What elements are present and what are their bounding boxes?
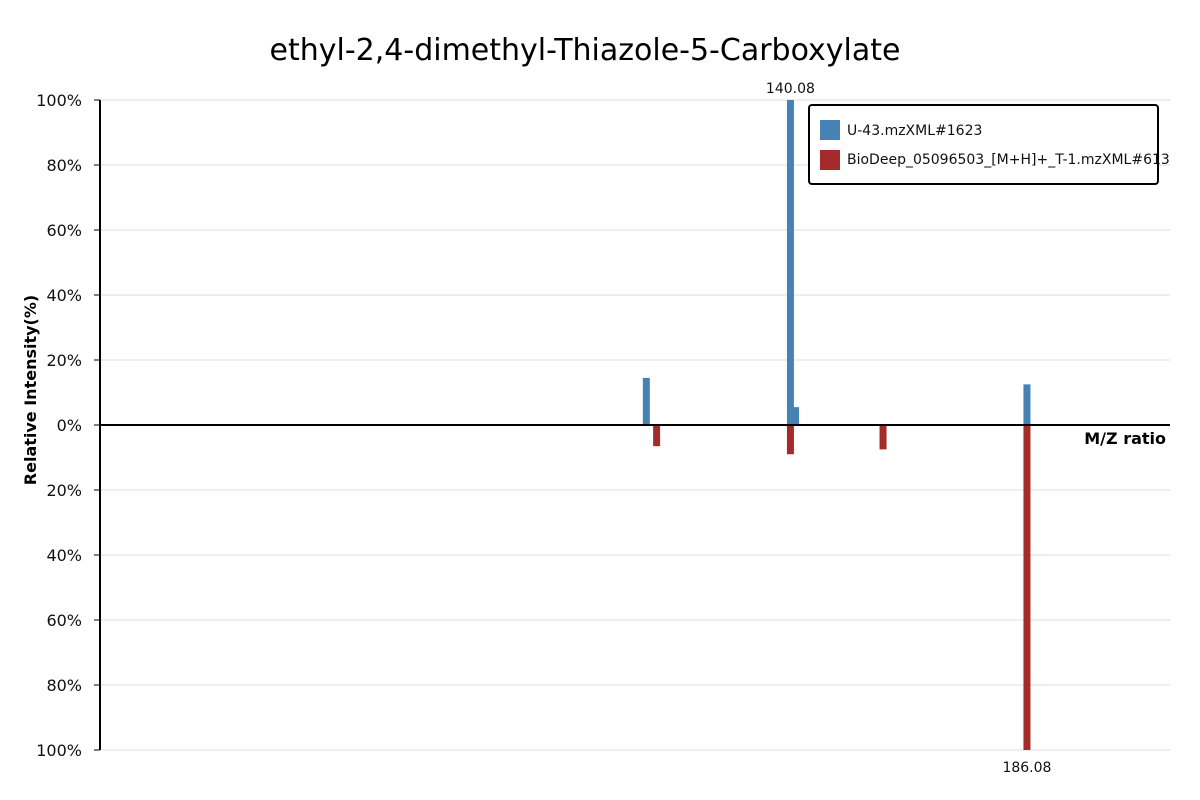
axes	[99, 100, 1170, 750]
reference-peak-bar	[653, 425, 661, 447]
y-tick-label: 20%	[46, 351, 82, 370]
y-tick-label: 60%	[46, 611, 82, 630]
grid-lines	[100, 99, 1170, 751]
y-tick-labels: 100% 80% 60% 40% 20% 0% 20% 40% 60% 80% 100%	[36, 91, 100, 760]
y-tick-label: 40%	[46, 546, 82, 565]
y-tick-label: 60%	[46, 221, 82, 240]
x-axis-title: M/Z ratio	[1084, 429, 1166, 448]
y-tick-label: 0%	[57, 416, 82, 435]
reference-peak-bar	[1023, 425, 1031, 750]
y-tick-label: 20%	[46, 481, 82, 500]
legend-box	[808, 104, 1159, 185]
y-tick-label: 40%	[46, 286, 82, 305]
legend-swatch-reference	[820, 150, 840, 170]
chart-title: ethyl-2,4-dimethyl-Thiazole-5-Carboxylat…	[270, 33, 901, 68]
y-tick-label: 80%	[46, 676, 82, 695]
legend-label-reference: BioDeep_05096503_[M+H]+_T-1.mzXML#613	[847, 152, 1170, 168]
query-peak-bar	[792, 407, 800, 425]
legend-label-query: U-43.mzXML#1623	[847, 123, 982, 139]
y-axis-title: Relative Intensity(%)	[21, 295, 40, 485]
query-peak-bar	[1023, 384, 1031, 425]
spectrum-peaks	[642, 100, 1031, 750]
peak-labels: 140.08 186.08	[766, 81, 1052, 776]
reference-peak-bar	[879, 425, 887, 450]
reference-peak-bar	[786, 425, 794, 455]
y-tick-label: 80%	[46, 156, 82, 175]
legend: U-43.mzXML#1623 BioDeep_05096503_[M+H]+_…	[808, 104, 1170, 185]
y-tick-label: 100%	[36, 91, 82, 110]
y-tick-label: 100%	[36, 741, 82, 760]
query-peak-bar	[642, 377, 650, 425]
legend-swatch-query	[820, 120, 840, 140]
peak-mz-label: 140.08	[766, 81, 815, 97]
peak-mz-label: 186.08	[1002, 760, 1051, 776]
query-peak-bar	[786, 100, 794, 425]
